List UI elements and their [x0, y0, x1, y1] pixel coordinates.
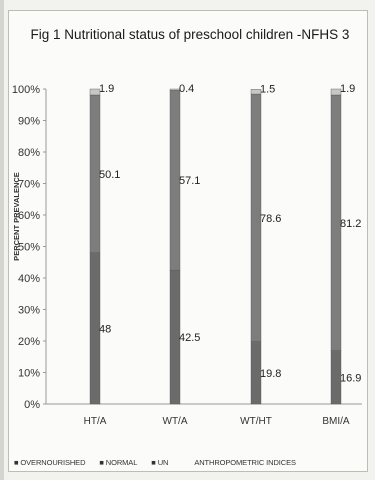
legend-item-overnourished: ■ OVERNOURISHED [14, 458, 86, 467]
y-tick-label: 10% [18, 368, 40, 380]
data-label: 50.1 [99, 169, 120, 181]
y-tick-label: 0% [24, 399, 40, 411]
bar-segment [330, 88, 342, 96]
chart-frame [8, 10, 368, 472]
y-tick-label: 60% [18, 210, 40, 222]
data-label: 1.9 [99, 83, 114, 95]
y-tick-label: 20% [18, 336, 40, 348]
legend: ■ OVERNOURISHED ■ NORMAL ■ UN ANTHROPOME… [14, 458, 364, 467]
legend-item-normal: ■ NORMAL [99, 458, 138, 467]
scan-edge [0, 0, 4, 480]
data-label: 78.6 [260, 213, 281, 225]
data-label: 1.9 [340, 83, 355, 95]
data-label: 19.8 [260, 368, 281, 380]
data-label: 48 [99, 323, 111, 335]
bar-segment [169, 88, 181, 91]
data-label: 57.1 [179, 175, 200, 187]
y-tick-label: 70% [18, 179, 40, 191]
data-label: 42.5 [179, 332, 200, 344]
y-tick-label: 80% [18, 147, 40, 159]
y-tick-label: 50% [18, 242, 40, 254]
bar-segment [89, 88, 101, 96]
y-tick-label: 40% [18, 273, 40, 285]
data-label: 1.5 [260, 83, 275, 95]
x-tick-label: WT/HT [240, 416, 272, 427]
legend-item-un: ■ UN [151, 458, 169, 467]
data-label: 81.2 [340, 218, 361, 230]
y-tick-label: 90% [18, 116, 40, 128]
x-tick-label: BMI/A [322, 416, 350, 427]
y-tick-label: 100% [12, 84, 40, 96]
y-axis-label: PERCENT PREVALENCE [12, 172, 21, 261]
y-tick-label: 30% [18, 305, 40, 317]
x-tick-label: HT/A [84, 416, 107, 427]
data-label: 16.9 [340, 372, 361, 384]
x-tick-label: WT/A [163, 416, 188, 427]
data-label: 0.4 [179, 83, 194, 95]
bar-segment [250, 89, 262, 95]
chart-title: Fig 1 Nutritional status of preschool ch… [30, 27, 350, 42]
x-axis-label: ANTHROPOMETRIC INDICES [194, 458, 296, 467]
